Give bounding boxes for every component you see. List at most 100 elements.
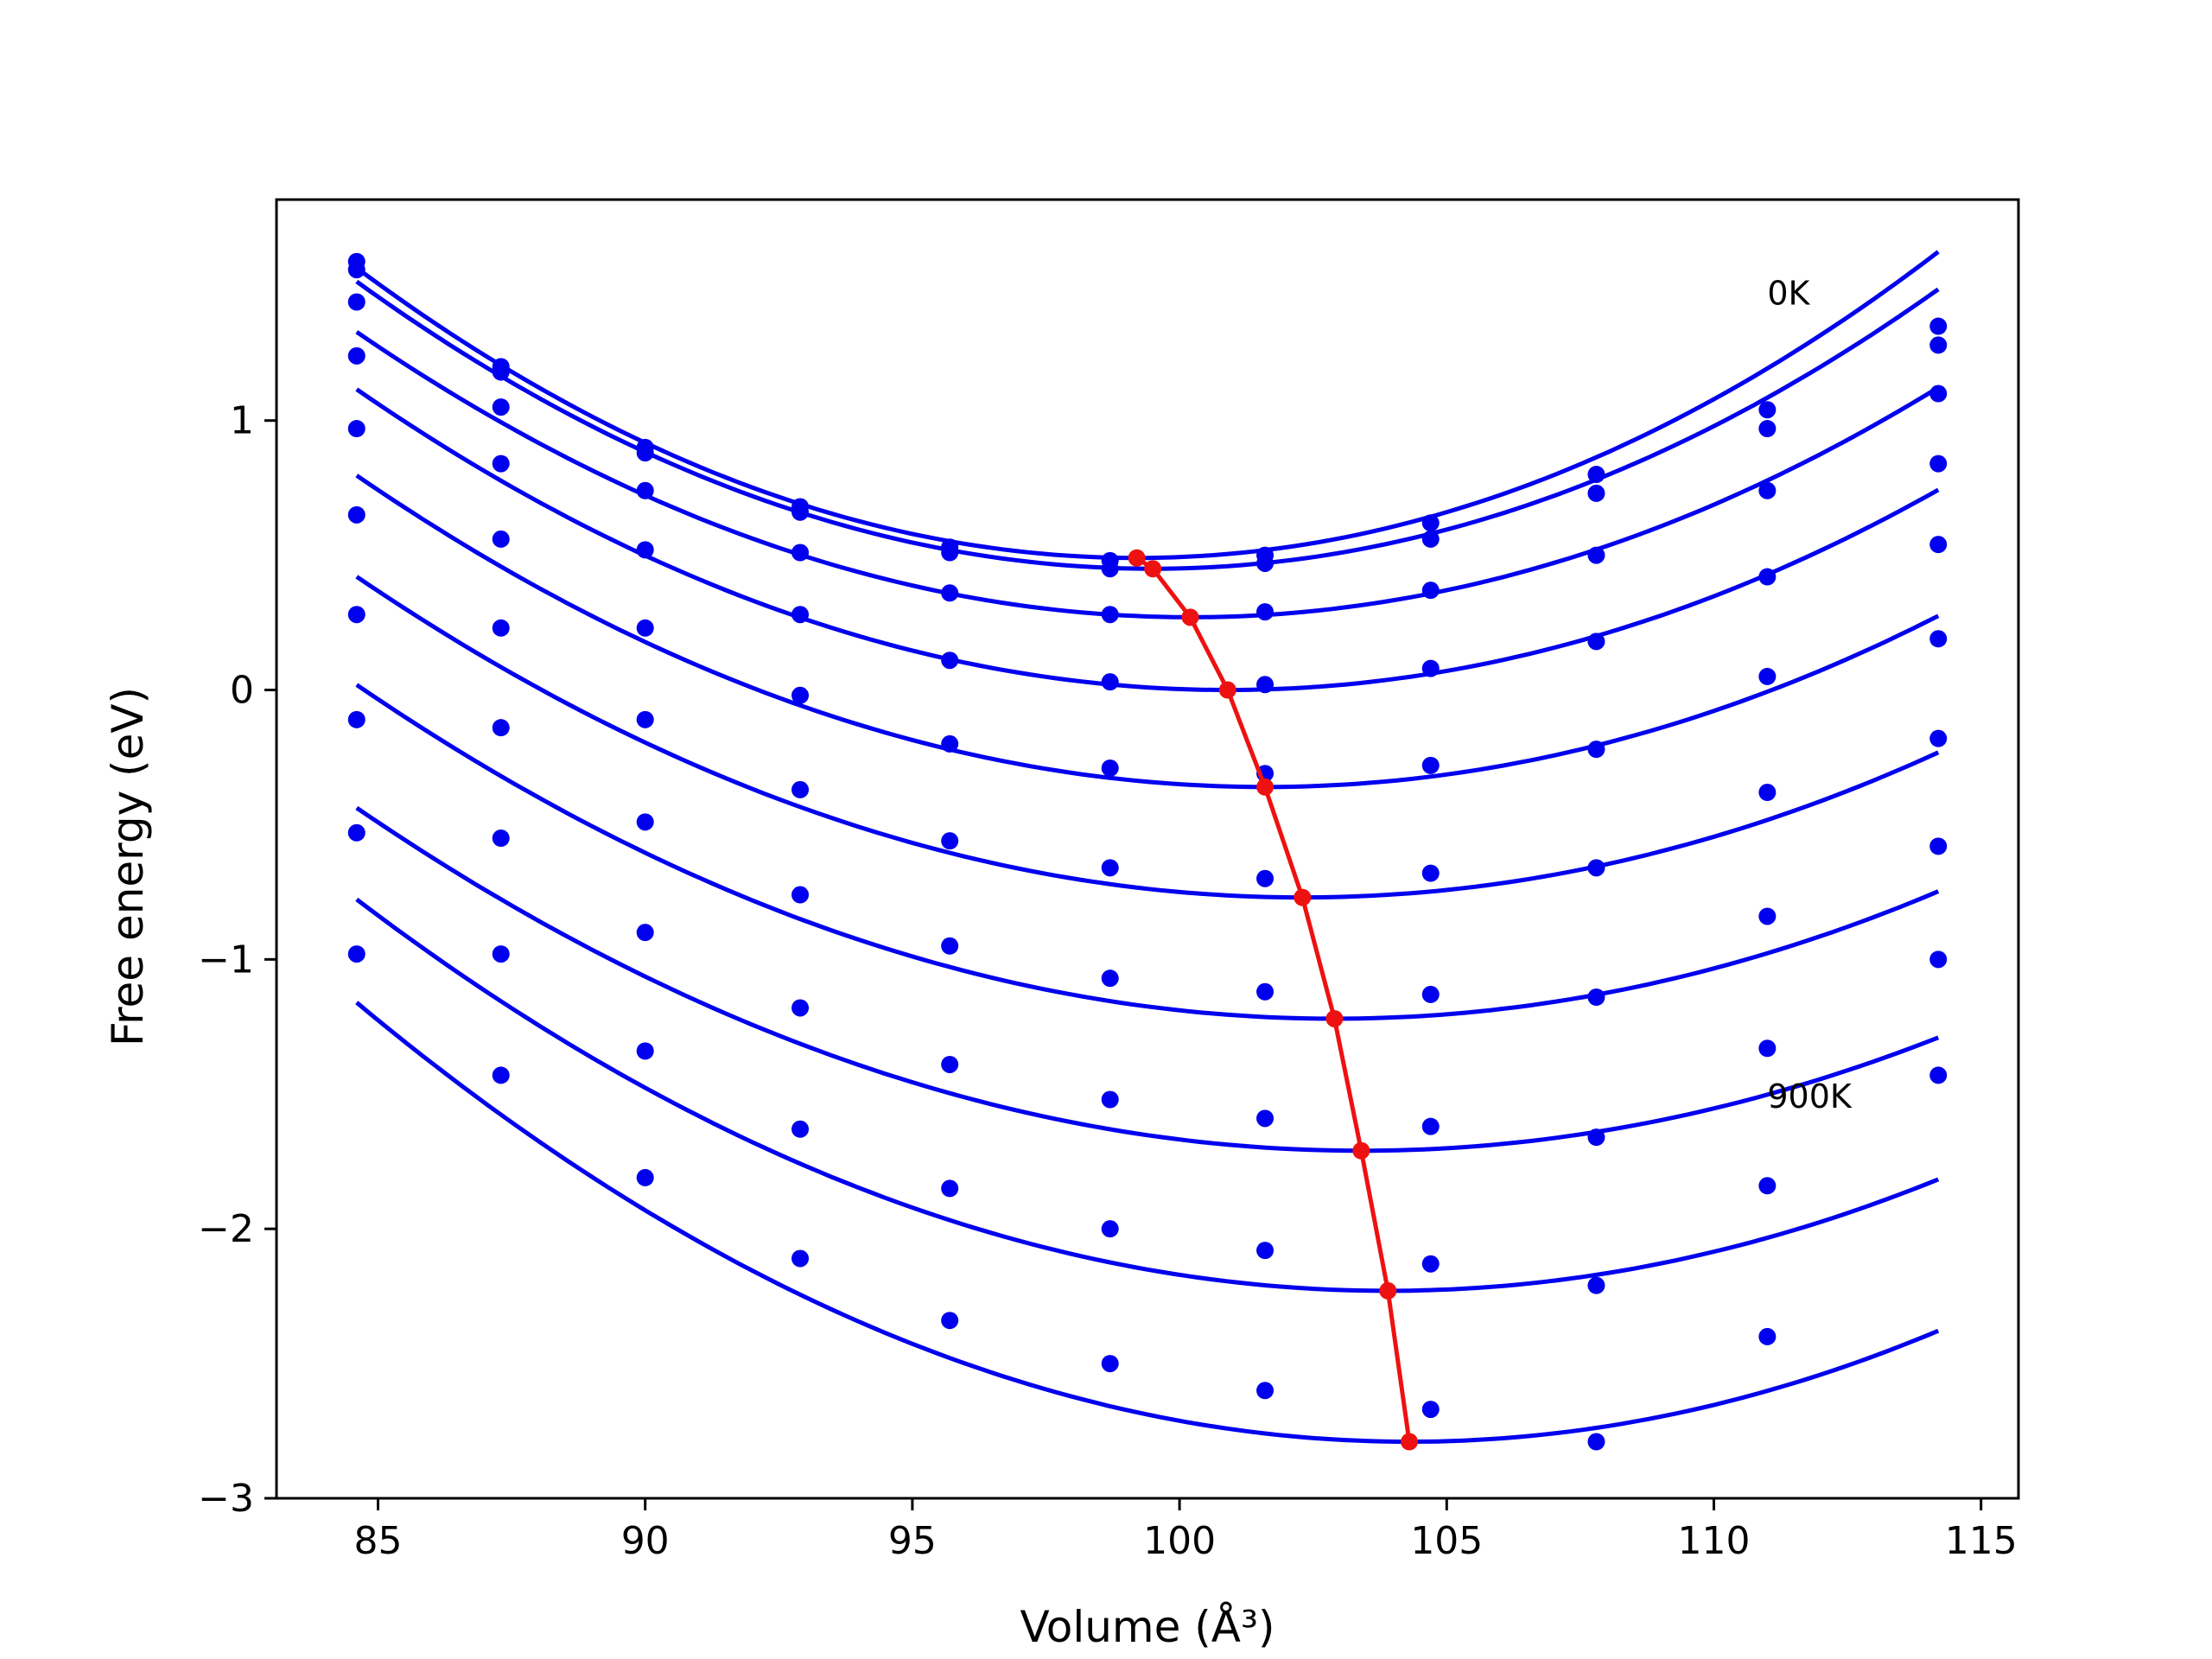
data-point bbox=[1421, 864, 1440, 882]
data-point bbox=[1929, 536, 1948, 554]
data-point bbox=[636, 1042, 654, 1060]
data-point bbox=[1421, 582, 1440, 600]
data-point bbox=[791, 999, 810, 1017]
data-point bbox=[636, 541, 654, 559]
fit-curve-5 bbox=[355, 474, 1940, 790]
minimum-point bbox=[1401, 1433, 1419, 1451]
data-point bbox=[1256, 1109, 1274, 1128]
data-point bbox=[1421, 530, 1440, 548]
data-point bbox=[636, 481, 654, 499]
fit-curve-4 bbox=[355, 387, 1940, 692]
plot-area bbox=[347, 250, 1948, 1451]
minimum-point bbox=[1325, 1009, 1344, 1027]
data-point bbox=[941, 1312, 959, 1330]
data-point bbox=[1758, 568, 1777, 586]
fit-curve-1 bbox=[355, 250, 1940, 561]
data-point bbox=[791, 1120, 810, 1138]
x-tick-label: 95 bbox=[888, 1519, 937, 1563]
minimum-point bbox=[1128, 549, 1146, 567]
data-point bbox=[941, 832, 959, 850]
data-point bbox=[1929, 1066, 1948, 1084]
data-point bbox=[492, 719, 510, 737]
data-point bbox=[1256, 603, 1274, 621]
data-point bbox=[791, 686, 810, 704]
data-point bbox=[1929, 950, 1948, 969]
fit-curve-9 bbox=[355, 897, 1940, 1294]
data-point bbox=[1587, 988, 1605, 1007]
data-point bbox=[1929, 317, 1948, 335]
x-tick-label: 105 bbox=[1410, 1519, 1483, 1563]
data-point bbox=[1256, 676, 1274, 694]
data-point bbox=[791, 543, 810, 562]
x-tick-label: 110 bbox=[1678, 1519, 1751, 1563]
data-point bbox=[1101, 859, 1119, 877]
data-point bbox=[636, 710, 654, 728]
minimum-point bbox=[1256, 778, 1274, 796]
data-point bbox=[941, 584, 959, 602]
minimum-line bbox=[1135, 556, 1412, 1442]
data-point bbox=[1587, 1433, 1605, 1451]
data-point bbox=[347, 346, 365, 365]
data-point bbox=[1256, 554, 1274, 572]
data-point bbox=[1929, 385, 1948, 403]
data-point bbox=[1929, 729, 1948, 747]
minimum-point bbox=[1181, 608, 1199, 626]
data-point bbox=[941, 734, 959, 753]
data-point bbox=[1758, 784, 1777, 802]
x-axis-label: Volume (Å³) bbox=[1020, 1602, 1274, 1652]
data-point bbox=[791, 780, 810, 798]
data-point bbox=[941, 652, 959, 670]
data-point bbox=[1421, 659, 1440, 677]
fit-curve-8 bbox=[355, 805, 1940, 1154]
data-point bbox=[347, 710, 365, 728]
minimum-point bbox=[1144, 560, 1162, 578]
fit-curve-3 bbox=[355, 330, 1940, 620]
annotations: 0K 900K bbox=[1767, 275, 1853, 1116]
annotation-label: 0K bbox=[1767, 275, 1810, 313]
data-point bbox=[791, 886, 810, 904]
fit-curve-10 bbox=[355, 1001, 1940, 1444]
data-point bbox=[492, 398, 510, 416]
data-point bbox=[1421, 1117, 1440, 1135]
minimum-point bbox=[1352, 1141, 1370, 1160]
data-point bbox=[1758, 907, 1777, 925]
data-point bbox=[1587, 1128, 1605, 1147]
data-point bbox=[492, 945, 510, 963]
data-point bbox=[492, 1066, 510, 1084]
data-point bbox=[1101, 969, 1119, 988]
data-point bbox=[1758, 1327, 1777, 1345]
data-point bbox=[347, 261, 365, 279]
data-point bbox=[492, 530, 510, 548]
data-point bbox=[1929, 454, 1948, 473]
data-point bbox=[941, 1055, 959, 1073]
data-point bbox=[791, 606, 810, 624]
data-point bbox=[791, 1249, 810, 1268]
data-point bbox=[1587, 1276, 1605, 1294]
fit-curve-6 bbox=[355, 575, 1940, 900]
data-point bbox=[1421, 514, 1440, 532]
data-point bbox=[347, 505, 365, 524]
data-point bbox=[1758, 1039, 1777, 1058]
fit-curve-7 bbox=[355, 683, 1940, 1021]
x-axis: 85 90 95 100 105 110 115 bbox=[353, 1498, 2018, 1563]
data-point bbox=[941, 937, 959, 955]
data-point bbox=[1101, 1220, 1119, 1238]
y-axis: −3 −2 −1 0 1 bbox=[198, 399, 276, 1521]
data-point bbox=[1587, 546, 1605, 564]
data-point bbox=[1101, 1090, 1119, 1109]
data-point bbox=[636, 924, 654, 942]
x-tick-label: 90 bbox=[621, 1519, 670, 1563]
data-point bbox=[791, 503, 810, 521]
data-point bbox=[1101, 606, 1119, 624]
data-point bbox=[1101, 560, 1119, 578]
minimum-point bbox=[1379, 1281, 1397, 1300]
data-point bbox=[1929, 336, 1948, 354]
data-point bbox=[636, 619, 654, 637]
data-point bbox=[1421, 1255, 1440, 1273]
y-axis-label: Free energy (eV) bbox=[103, 687, 153, 1046]
data-point bbox=[492, 619, 510, 637]
data-point bbox=[1758, 420, 1777, 438]
y-tick-label: 0 bbox=[230, 669, 254, 713]
data-point bbox=[1758, 667, 1777, 685]
